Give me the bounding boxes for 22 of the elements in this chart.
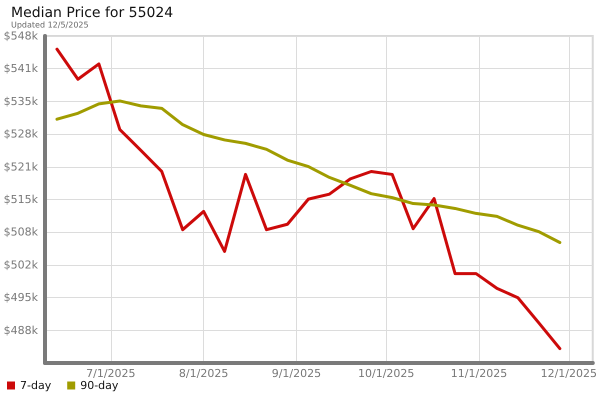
- y-tick-label: $535k: [4, 94, 39, 108]
- y-tick-label: $488k: [4, 324, 39, 337]
- x-tick-label: 7/1/2025: [86, 367, 136, 380]
- y-tick-label: $495k: [4, 291, 39, 304]
- x-tick-label: 10/1/2025: [358, 367, 414, 380]
- chart-subtitle: Updated 12/5/2025: [11, 20, 89, 30]
- legend-label: 7-day: [20, 379, 52, 392]
- chart-title: Median Price for 55024: [11, 5, 174, 21]
- x-tick-label: 12/1/2025: [540, 367, 597, 380]
- legend-label: 90-day: [80, 379, 119, 392]
- x-tick-label: 8/1/2025: [178, 367, 228, 380]
- y-tick-label: $502k: [4, 258, 39, 272]
- y-tick-label: $541k: [4, 62, 39, 76]
- y-tick-label: $508k: [4, 226, 39, 239]
- y-tick-label: $528k: [4, 128, 39, 141]
- y-tick-label: $548k: [4, 30, 39, 42]
- y-tick-label: $521k: [4, 160, 39, 174]
- y-tick-label: $515k: [4, 193, 39, 206]
- x-tick-label: 9/1/2025: [272, 367, 322, 380]
- line-series: [55, 99, 562, 244]
- line-series: [55, 48, 562, 350]
- x-tick-label: 11/1/2025: [450, 367, 508, 380]
